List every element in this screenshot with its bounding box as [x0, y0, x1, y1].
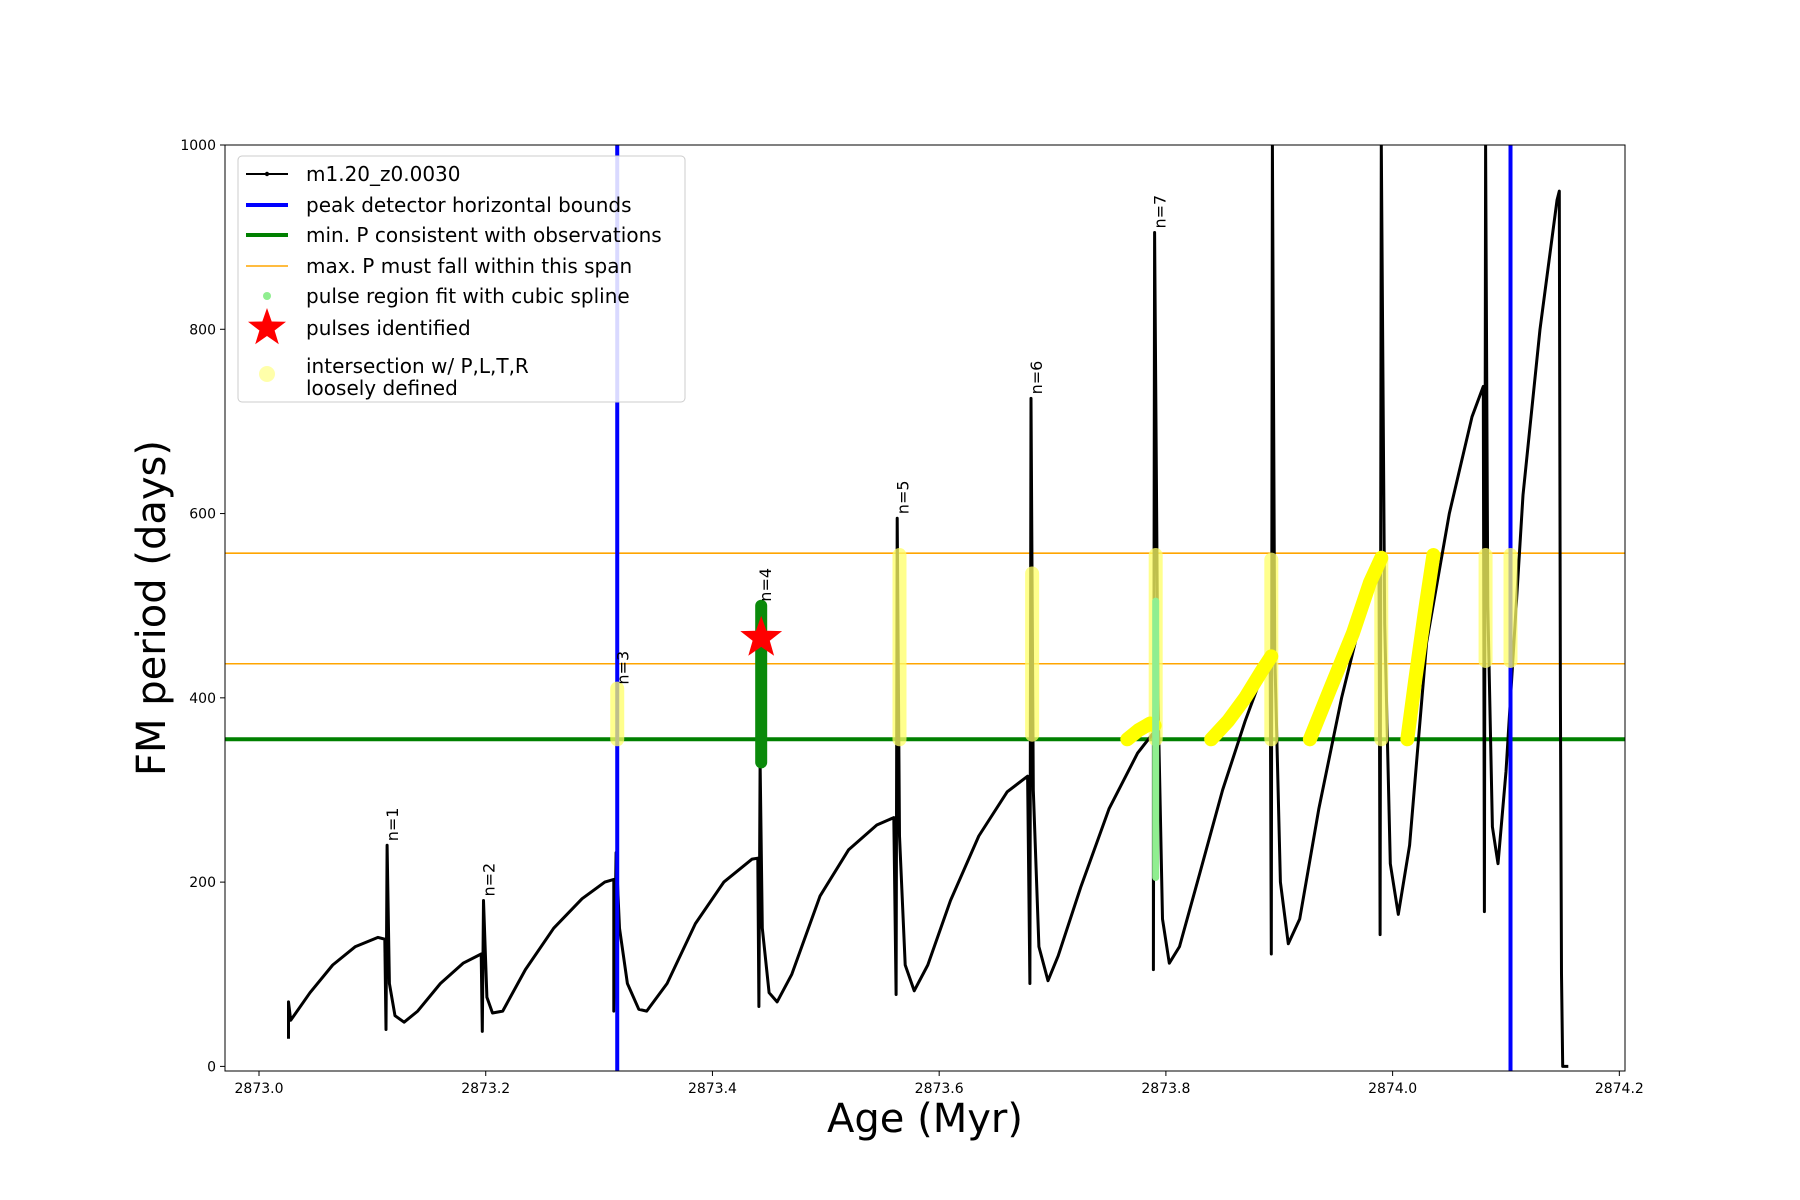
x-tick-label: 2873.2	[461, 1081, 510, 1097]
legend-label: m1.20_z0.0030	[306, 162, 461, 186]
pulse-label: n=5	[893, 480, 912, 514]
legend-swatch-marker	[264, 171, 270, 177]
pulse-label: n=7	[1151, 195, 1170, 229]
legend-label: pulses identified	[306, 316, 471, 340]
track-line	[287, 145, 1569, 1068]
y-tick-label: 1000	[180, 138, 216, 154]
pulse-label: n=3	[613, 651, 632, 685]
plot-area: n=1 n=2 n=3 n=4 n=5 n=6 n=7	[225, 145, 1625, 1071]
x-tick-label: 2874.2	[1595, 1081, 1644, 1097]
pulse-label: n=6	[1027, 361, 1046, 395]
x-tick-label: 2874.0	[1368, 1081, 1417, 1097]
legend-box	[237, 155, 686, 403]
loosely-defined-arc	[1400, 548, 1441, 747]
y-tick-label: 800	[189, 322, 216, 338]
legend-swatch-spline	[263, 292, 271, 300]
axes: 2873.0 2873.2 2873.4 2873.6 2873.8 2874.0 2874…	[180, 138, 1643, 1097]
y-tick-label: 200	[189, 875, 216, 891]
y-tick-label: 600	[189, 507, 216, 523]
pulse-label: n=1	[383, 808, 402, 842]
y-tick-label: 0	[207, 1059, 216, 1075]
loosely-defined-arc	[1302, 550, 1389, 747]
pulse-star	[740, 615, 783, 656]
pulse-label: n=2	[480, 863, 499, 897]
legend-label: peak detector horizontal bounds	[306, 193, 632, 217]
pulse-label: n=4	[756, 568, 775, 602]
x-tick-label: 2873.6	[915, 1081, 964, 1097]
x-axis-title: Age (Myr)	[827, 1096, 1023, 1142]
legend-label: intersection w/ P,L,T,R	[306, 354, 529, 378]
y-axis-title: FM period (days)	[129, 440, 175, 776]
plot-frame	[224, 144, 1626, 1072]
legend-label: max. P must fall within this span	[306, 254, 632, 278]
legend-label-line2: loosely defined	[306, 376, 458, 400]
loosely-defined-arc	[1204, 649, 1279, 747]
x-tick-label: 2873.8	[1141, 1081, 1190, 1097]
x-tick-label: 2873.4	[688, 1081, 737, 1097]
legend-label: min. P consistent with observations	[306, 223, 662, 247]
x-tick-label: 2873.0	[235, 1081, 284, 1097]
legend-label: pulse region fit with cubic spline	[306, 284, 630, 308]
legend-swatch-star	[248, 308, 286, 345]
legend-swatch-loose	[259, 366, 275, 382]
y-tick-label: 400	[189, 691, 216, 707]
